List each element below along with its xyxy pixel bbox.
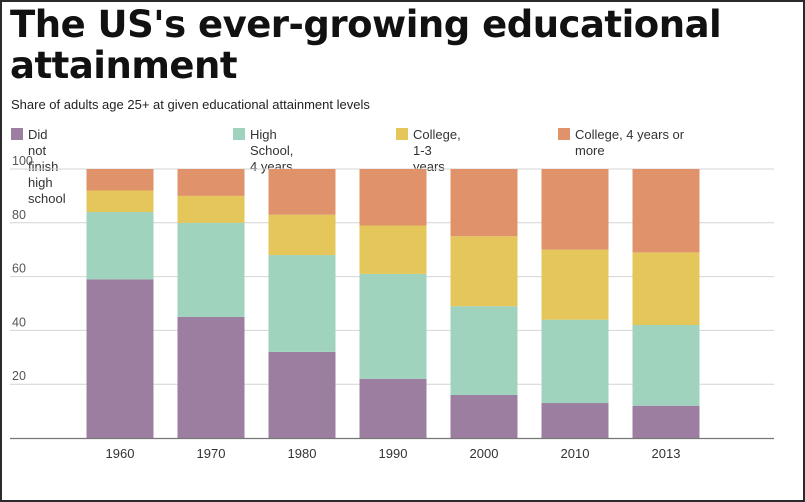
y-tick-label: 100: [12, 154, 33, 168]
bar-segment: [541, 319, 609, 404]
y-tick-label: 80: [12, 208, 26, 222]
x-tick-label: 2010: [561, 446, 590, 461]
bar-segment: [268, 351, 336, 438]
x-tick-label: 1960: [106, 446, 135, 461]
bar-segment: [632, 252, 700, 326]
bar-segment: [450, 306, 518, 395]
bar-segment: [359, 225, 427, 274]
bar-segment: [177, 169, 245, 196]
bar-segment: [177, 316, 245, 438]
x-tick-label: 1970: [197, 446, 226, 461]
legend-label: College, 4 years or more: [575, 127, 685, 158]
x-tick-label: 2000: [470, 446, 499, 461]
bar-segment: [632, 325, 700, 406]
bar-segment: [86, 279, 154, 438]
bar-segment: [268, 169, 336, 215]
bar-segment: [268, 255, 336, 352]
bar-segment: [632, 405, 700, 438]
bar-segment: [268, 214, 336, 256]
chart-title: The US's ever-growing educational attain…: [10, 3, 722, 87]
legend-swatch: [233, 128, 245, 140]
bar-segment: [177, 222, 245, 317]
y-tick-label: 60: [12, 262, 26, 276]
legend-swatch: [11, 128, 23, 140]
x-tick-label: 2013: [652, 446, 681, 461]
bar-segment: [632, 169, 700, 253]
bar-segment: [541, 169, 609, 250]
bar-segment: [541, 249, 609, 320]
bar-segment: [86, 190, 154, 213]
legend-swatch: [396, 128, 408, 140]
bar-segment: [359, 273, 427, 379]
bar-segment: [450, 394, 518, 438]
bar-segment: [450, 236, 518, 307]
bar-segment: [541, 403, 609, 438]
bar-segment: [86, 212, 154, 280]
x-tick-label: 1980: [288, 446, 317, 461]
legend-swatch: [558, 128, 570, 140]
y-tick-label: 40: [12, 315, 26, 329]
bar-segment: [177, 195, 245, 223]
chart-subtitle: Share of adults age 25+ at given educati…: [11, 97, 370, 112]
bar-segment: [86, 169, 154, 191]
bar-segment: [359, 169, 427, 226]
bar-segment: [450, 169, 518, 237]
bar-segment: [359, 378, 427, 438]
y-tick-label: 20: [12, 369, 26, 383]
legend-label: Did not finish high school: [28, 127, 66, 206]
x-tick-label: 1990: [379, 446, 408, 461]
